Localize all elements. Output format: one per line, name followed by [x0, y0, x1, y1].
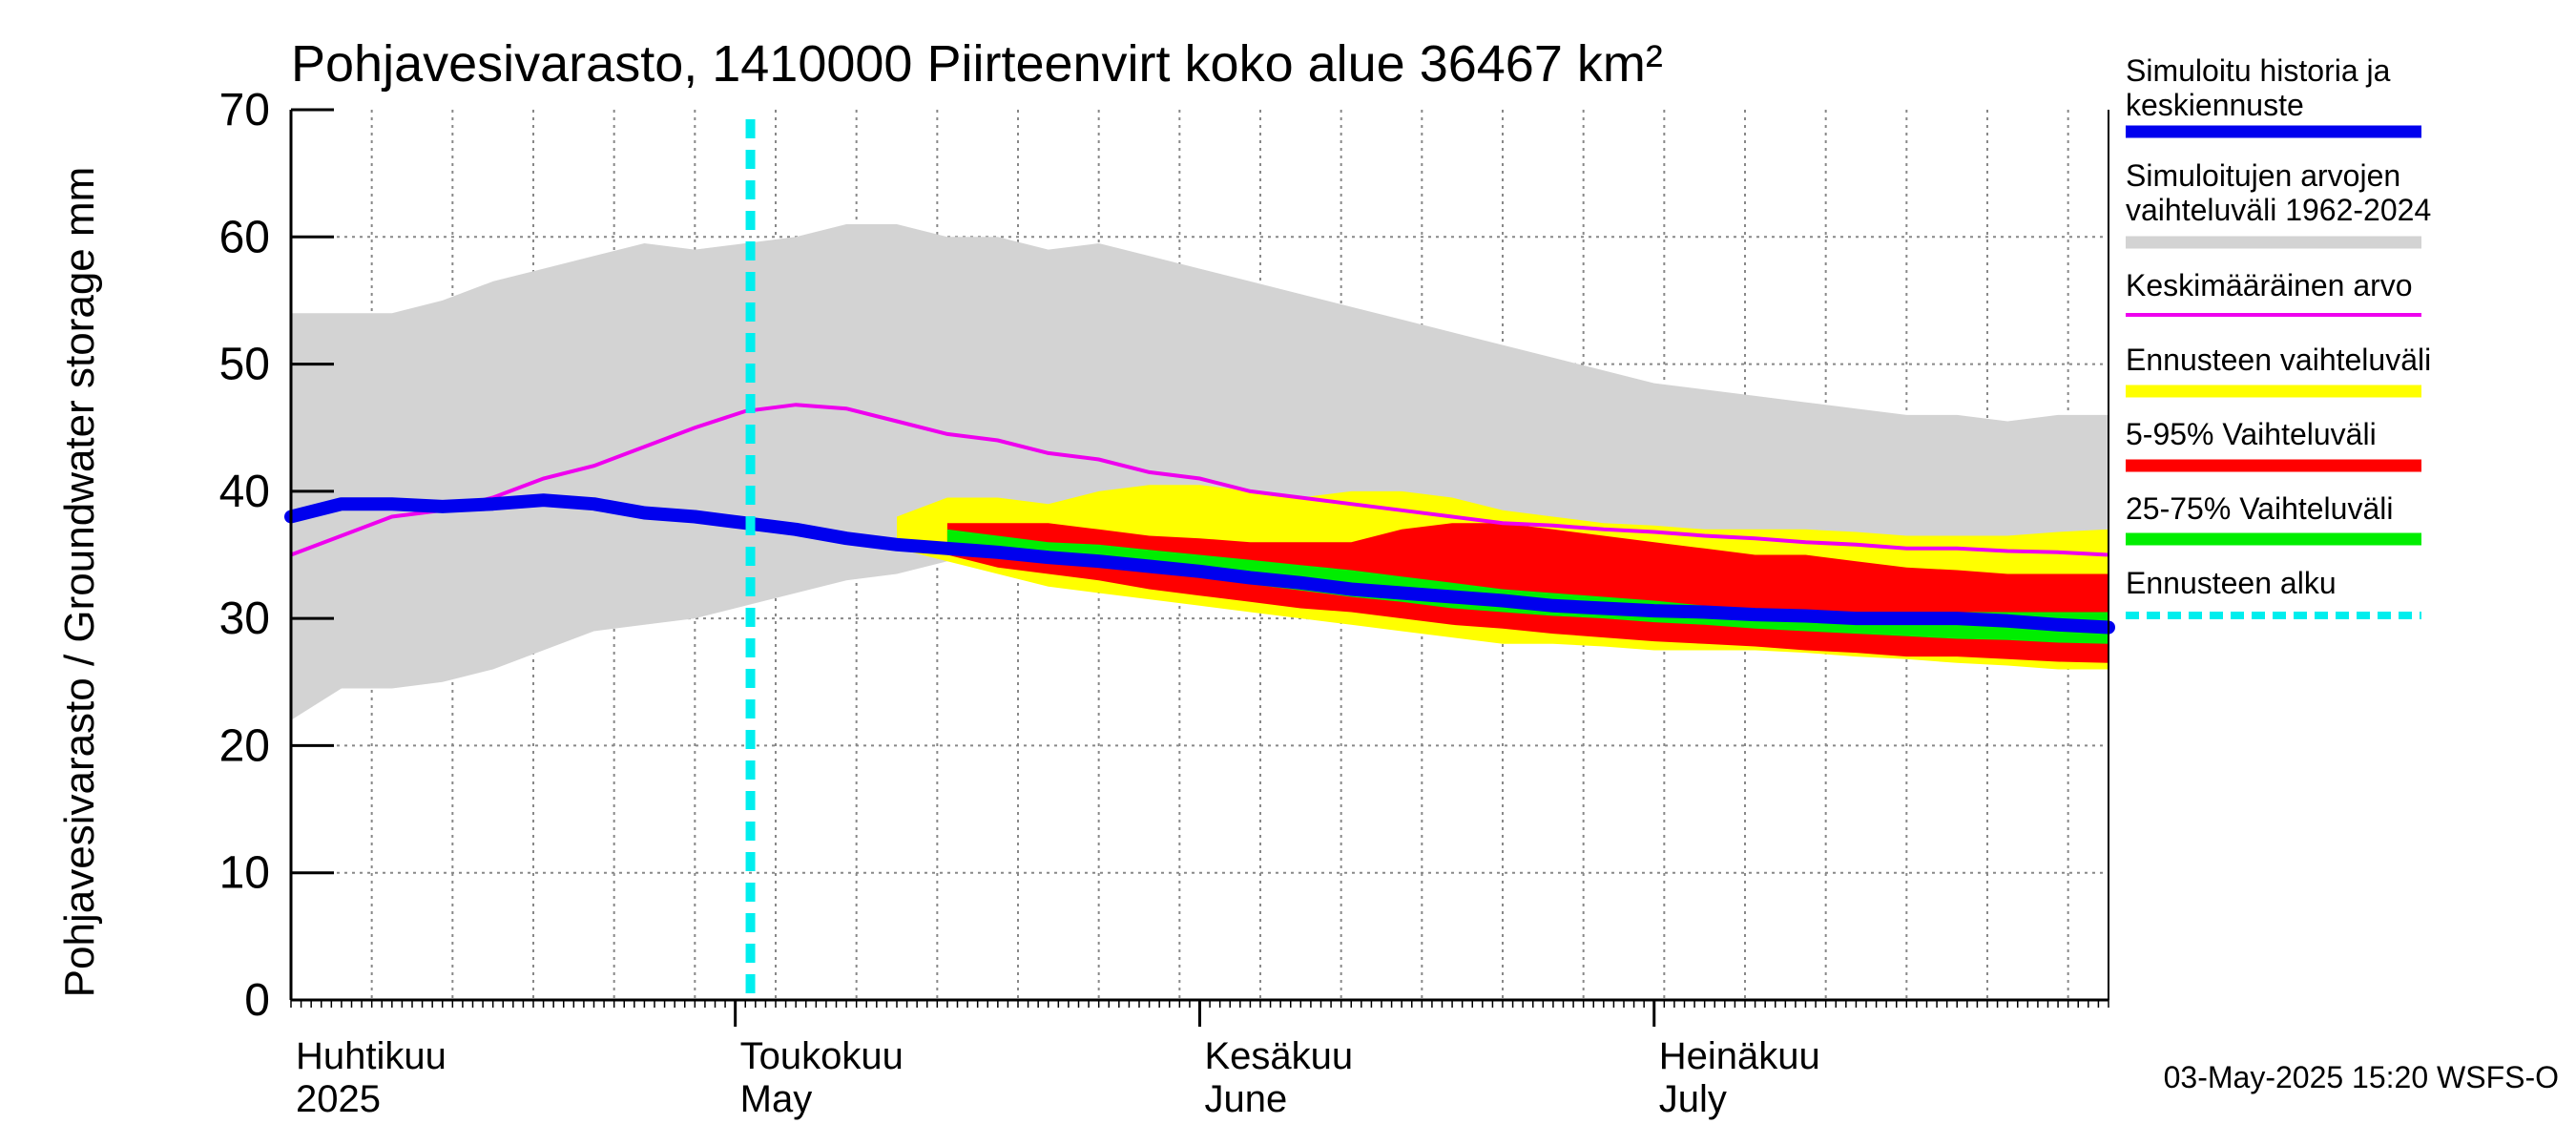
legend-label: 5-95% Vaihteluväli — [2126, 417, 2377, 451]
month-label-en: 2025 — [296, 1078, 381, 1120]
y-tick-label: 50 — [219, 340, 270, 390]
y-tick-label: 30 — [219, 593, 270, 644]
footer-timestamp: 03-May-2025 15:20 WSFS-O — [2164, 1060, 2559, 1094]
month-label-en: July — [1659, 1078, 1727, 1120]
legend-label: Simuloitujen arvojen vaihteluväli 1962-20… — [2126, 158, 2431, 227]
month-label-fi: Toukokuu — [740, 1035, 904, 1077]
legend-label: Simuloitu historia ja keskiennuste — [2126, 53, 2391, 122]
data-bands — [291, 224, 2109, 720]
data-lines — [284, 119, 2115, 1000]
y-tick-label: 10 — [219, 848, 270, 899]
legend-label: Keskimääräinen arvo — [2126, 268, 2413, 302]
mean-line — [290, 403, 2109, 557]
chart-title: Pohjavesivarasto, 1410000 Piirteenvirt k… — [291, 35, 1663, 93]
y-tick-label: 60 — [219, 212, 270, 262]
month-label-en: June — [1205, 1078, 1288, 1120]
y-tick-label: 40 — [219, 467, 270, 517]
legend-label: Ennusteen alku — [2126, 566, 2337, 600]
legend: Simuloitu historia ja keskiennuste Simuloi… — [2126, 53, 2431, 619]
y-tick-label: 0 — [244, 975, 270, 1026]
y-tick-label: 20 — [219, 720, 270, 771]
month-label-fi: Heinäkuu — [1659, 1035, 1820, 1077]
y-tick-label: 70 — [219, 85, 270, 135]
legend-label: 25-75% Vaihteluväli — [2126, 491, 2393, 526]
simulated-forecast-line — [284, 493, 2115, 635]
month-label-fi: Huhtikuu — [296, 1035, 447, 1077]
month-label-en: May — [740, 1078, 813, 1120]
axes — [289, 108, 2109, 1027]
legend-label: Ennusteen vaihteluväli — [2126, 343, 2431, 377]
y-tick-labels: 0 10 20 30 40 50 60 70 — [219, 85, 270, 1026]
month-label-fi: Kesäkuu — [1205, 1035, 1354, 1077]
y-axis-label: Pohjavesivarasto / Groundwater storage m… — [56, 167, 103, 998]
